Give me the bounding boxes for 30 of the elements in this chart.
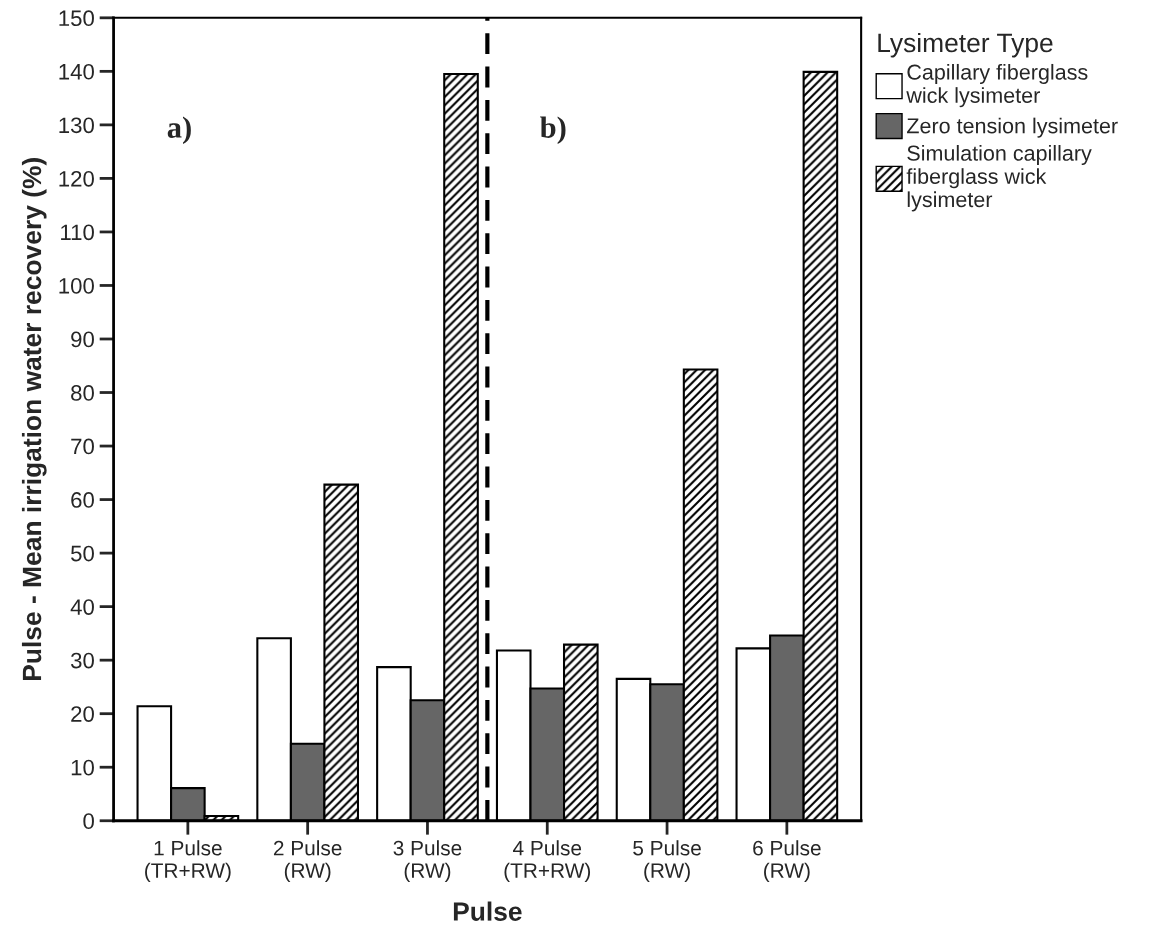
legend-label: Capillary fiberglass wick lysimeter xyxy=(906,63,1088,108)
x-axis-title: Pulse xyxy=(453,901,522,921)
x-tick-label: 5 Pulse (RW) xyxy=(633,840,701,883)
y-tick-label: 100 xyxy=(59,278,94,294)
y-tick-label: 0 xyxy=(83,813,94,830)
legend-label: Simulation capillary fiberglass wick lysimeter xyxy=(906,144,1092,212)
y-tick-label: 50 xyxy=(71,545,94,562)
y-axis-title: Pulse - Mean irrigation water recovery (%) xyxy=(21,158,47,681)
y-tick-label: 110 xyxy=(61,224,94,241)
y-tick-label: 60 xyxy=(71,492,94,508)
y-tick-label: 10 xyxy=(71,759,94,776)
y-tick-label: 130 xyxy=(59,117,94,134)
x-tick-label: 2 Pulse (RW) xyxy=(273,840,342,883)
x-tick-label: 6 Pulse (RW) xyxy=(753,840,821,883)
y-tick-label: 80 xyxy=(71,385,94,401)
x-tick-label: 4 Pulse (TR+RW) xyxy=(504,840,591,883)
y-tick-label: 20 xyxy=(71,706,94,722)
x-tick-label: 1 Pulse (TR+RW) xyxy=(145,840,231,883)
annotation: a) xyxy=(167,116,191,145)
legend-label: Zero tension lysimeter xyxy=(907,117,1118,138)
annotation: b) xyxy=(540,116,566,145)
y-tick-label: 90 xyxy=(71,331,94,348)
x-tick-label: 3 Pulse (RW) xyxy=(393,840,462,883)
legend-title: Lysimeter Type xyxy=(878,32,1053,58)
y-tick-label: 150 xyxy=(59,10,94,27)
y-tick-label: 70 xyxy=(71,438,94,455)
y-tick-label: 120 xyxy=(59,170,94,187)
y-tick-label: 140 xyxy=(59,63,94,80)
y-tick-label: 30 xyxy=(70,652,94,669)
y-tick-label: 40 xyxy=(70,599,94,615)
